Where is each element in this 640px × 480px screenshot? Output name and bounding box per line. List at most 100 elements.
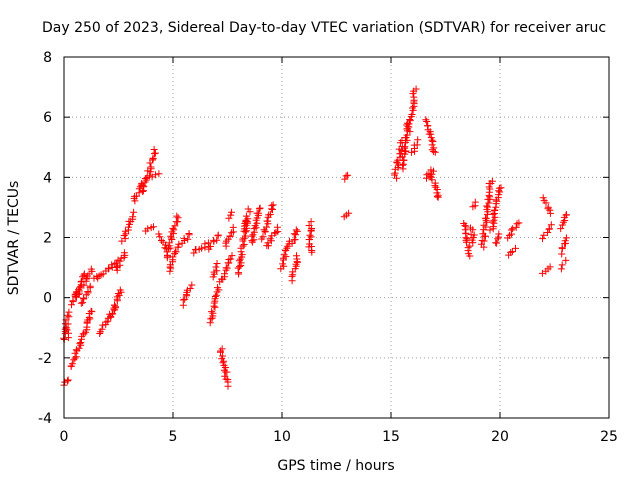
data-point bbox=[269, 206, 276, 213]
data-point bbox=[64, 377, 71, 385]
data-point bbox=[206, 319, 214, 327]
x-tick-labels: 0 5 10 15 20 25 bbox=[60, 429, 618, 445]
data-point bbox=[75, 344, 83, 352]
data-point bbox=[169, 253, 177, 261]
data-point bbox=[82, 275, 90, 283]
x-tick-label: 15 bbox=[382, 429, 400, 445]
data-point bbox=[513, 220, 521, 228]
data-point bbox=[483, 218, 491, 226]
data-point bbox=[429, 138, 437, 145]
data-point bbox=[254, 209, 262, 217]
data-point bbox=[104, 317, 112, 325]
data-point bbox=[111, 301, 118, 309]
data-point bbox=[226, 233, 234, 241]
data-point bbox=[508, 248, 516, 256]
data-point bbox=[562, 256, 570, 264]
data-point bbox=[121, 235, 129, 243]
data-point bbox=[271, 229, 279, 237]
y-tick-label: 8 bbox=[43, 50, 52, 66]
data-point bbox=[212, 291, 220, 299]
data-point bbox=[224, 382, 232, 390]
data-point bbox=[79, 299, 87, 307]
data-point bbox=[562, 234, 570, 242]
data-point bbox=[414, 136, 422, 144]
data-point bbox=[466, 242, 474, 250]
data-point bbox=[344, 171, 352, 179]
data-point bbox=[547, 221, 555, 229]
x-tick-label: 10 bbox=[273, 429, 291, 445]
data-point bbox=[184, 235, 192, 243]
data-point bbox=[515, 219, 523, 227]
data-point bbox=[400, 156, 408, 164]
data-point bbox=[223, 368, 231, 376]
data-point bbox=[75, 286, 83, 294]
data-point bbox=[213, 260, 221, 267]
data-point bbox=[228, 208, 236, 216]
data-point bbox=[495, 230, 503, 238]
data-point bbox=[293, 227, 301, 235]
data-point bbox=[263, 223, 271, 231]
data-point bbox=[469, 239, 477, 247]
data-point bbox=[86, 282, 94, 290]
data-point bbox=[173, 212, 181, 220]
data-point bbox=[116, 286, 124, 294]
data-point bbox=[269, 201, 277, 209]
data-point bbox=[488, 177, 496, 185]
data-point bbox=[273, 223, 281, 231]
data-point bbox=[342, 172, 350, 180]
x-tick-label: 5 bbox=[169, 429, 178, 445]
data-point bbox=[410, 93, 418, 101]
data-point bbox=[96, 330, 104, 337]
data-point bbox=[563, 211, 570, 219]
data-point bbox=[546, 209, 554, 217]
data-point bbox=[408, 111, 416, 118]
data-point bbox=[507, 248, 515, 256]
data-point bbox=[212, 263, 220, 271]
data-point bbox=[279, 260, 287, 268]
data-point bbox=[206, 243, 214, 250]
data-point bbox=[150, 146, 158, 153]
data-point bbox=[268, 202, 276, 210]
data-point bbox=[408, 148, 416, 156]
y-tick-label: -4 bbox=[38, 411, 52, 427]
y-tick-labels: -4 -2 0 2 4 6 8 bbox=[38, 50, 52, 427]
y-axis-label: SDTVAR / TECUs bbox=[6, 181, 22, 296]
data-point bbox=[225, 214, 233, 222]
data-point bbox=[557, 225, 565, 233]
data-point bbox=[156, 233, 164, 241]
y-tick-label: 6 bbox=[43, 110, 52, 126]
data-point bbox=[64, 311, 72, 319]
data-point bbox=[248, 232, 256, 240]
data-point bbox=[151, 171, 159, 179]
x-tick-label: 20 bbox=[491, 429, 509, 445]
grid-lines bbox=[64, 57, 609, 418]
data-point bbox=[306, 231, 314, 239]
data-point bbox=[163, 248, 171, 256]
data-point bbox=[288, 272, 296, 280]
data-point bbox=[542, 199, 550, 207]
data-point bbox=[507, 226, 515, 234]
data-point bbox=[545, 225, 553, 233]
data-point bbox=[69, 297, 77, 305]
data-point bbox=[146, 168, 154, 176]
data-point bbox=[87, 307, 95, 315]
data-point bbox=[242, 212, 250, 220]
data-point bbox=[150, 223, 157, 231]
data-point bbox=[463, 235, 471, 243]
data-point bbox=[149, 154, 157, 162]
data-point bbox=[181, 295, 189, 303]
data-point bbox=[171, 250, 179, 258]
data-point bbox=[512, 244, 519, 252]
data-point bbox=[63, 326, 71, 334]
data-point bbox=[210, 299, 218, 307]
data-point bbox=[480, 221, 488, 229]
data-point bbox=[266, 210, 274, 218]
data-point bbox=[120, 232, 128, 239]
data-point bbox=[405, 120, 413, 128]
data-point bbox=[68, 301, 75, 309]
data-point bbox=[139, 182, 147, 190]
data-point bbox=[433, 193, 441, 201]
data-point bbox=[140, 183, 148, 191]
data-point bbox=[227, 255, 235, 263]
data-point bbox=[65, 308, 73, 316]
